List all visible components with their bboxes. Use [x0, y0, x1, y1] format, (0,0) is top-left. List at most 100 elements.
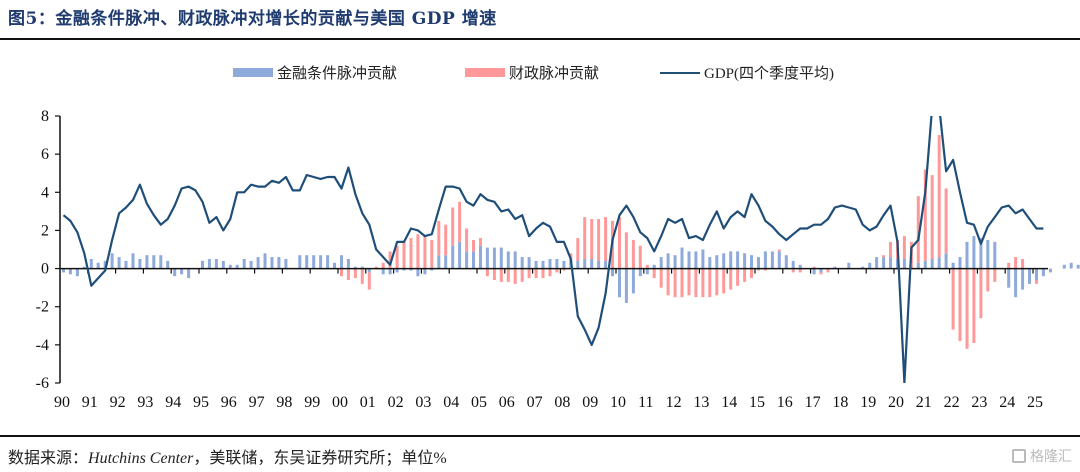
- bar-financial: [159, 255, 163, 269]
- bar-financial: [214, 259, 218, 269]
- bar-financial: [298, 255, 302, 269]
- bar-financial: [631, 268, 635, 294]
- bar-financial: [360, 266, 364, 269]
- bar-financial: [916, 262, 920, 269]
- bar-fiscal: [986, 268, 990, 292]
- bar-fiscal: [576, 238, 580, 261]
- x-tick-label: 99: [304, 394, 320, 411]
- x-tick-label: 05: [471, 394, 487, 411]
- bar-financial: [270, 257, 274, 269]
- bar-fiscal: [972, 268, 976, 343]
- bar-financial: [659, 257, 663, 269]
- bar-fiscal: [437, 220, 441, 256]
- bar-fiscal: [618, 217, 621, 269]
- source-note: 数据来源：Hutchins Center，美联储，东吴证券研究所；单位%: [8, 444, 447, 468]
- bar-financial: [451, 245, 455, 269]
- bar-fiscal: [360, 268, 364, 284]
- bar-financial: [409, 268, 413, 271]
- bar-fiscal: [944, 188, 948, 254]
- x-tick-label: 03: [415, 394, 431, 411]
- bar-financial: [402, 268, 406, 271]
- bar-fiscal: [520, 268, 524, 282]
- bar-financial: [166, 260, 170, 269]
- legend-label-fiscal: 财政脉冲贡献: [509, 66, 600, 82]
- y-tick-label: -6: [36, 375, 49, 392]
- bar-financial: [201, 260, 204, 269]
- bar-fiscal: [485, 268, 489, 277]
- bar-fiscal: [381, 262, 385, 269]
- x-tick-label: 16: [777, 394, 793, 411]
- bar-fiscal: [499, 268, 503, 282]
- bar-fiscal: [367, 272, 371, 290]
- bar-fiscal: [958, 268, 962, 342]
- bar-fiscal: [743, 268, 747, 282]
- bar-financial: [993, 241, 997, 269]
- x-tick-label: 91: [82, 394, 98, 411]
- watermark-text: 格隆汇: [1030, 449, 1072, 465]
- bar-financial: [430, 268, 434, 271]
- bar-financial: [701, 249, 705, 269]
- bar-financial: [437, 255, 441, 269]
- bar-fiscal: [444, 224, 448, 256]
- x-tick-label: 04: [443, 394, 459, 411]
- bar-financial: [715, 255, 719, 269]
- bar-financial: [68, 268, 72, 275]
- bar-financial: [666, 253, 670, 269]
- bar-financial: [479, 245, 482, 269]
- bar-financial: [117, 257, 121, 269]
- bar-financial: [624, 268, 628, 303]
- bar-financial: [388, 268, 392, 275]
- x-tick-label: 93: [137, 394, 153, 411]
- bar-fiscal: [604, 217, 608, 261]
- bar-fiscal: [374, 266, 378, 269]
- bar-financial: [958, 257, 962, 269]
- bar-financial: [979, 238, 983, 269]
- bar-fiscal: [1021, 259, 1025, 269]
- bar-fiscal: [590, 219, 594, 259]
- bar-financial: [757, 257, 760, 269]
- bar-fiscal: [708, 268, 712, 298]
- bar-financial: [868, 262, 872, 269]
- x-tick-label: 94: [165, 394, 181, 411]
- bar-financial: [604, 260, 608, 269]
- bar-financial: [228, 264, 232, 269]
- bar-financial: [89, 259, 93, 269]
- x-tick-label: 95: [193, 394, 209, 411]
- bar-fiscal: [763, 268, 767, 271]
- x-tick-label: 97: [249, 394, 265, 411]
- bar-financial: [110, 253, 114, 269]
- bar-financial: [277, 257, 281, 269]
- legend-swatch-financial: [233, 68, 273, 77]
- x-tick-label: 01: [360, 394, 376, 411]
- bar-financial: [381, 268, 385, 275]
- bar-financial: [951, 262, 955, 269]
- x-tick-label: 21: [916, 394, 932, 411]
- bar-financial: [312, 255, 316, 269]
- bar-financial: [96, 262, 100, 269]
- bar-fiscal: [645, 264, 649, 269]
- bar-fiscal: [638, 245, 642, 269]
- bar-fiscal: [979, 268, 983, 319]
- bar-financial: [861, 266, 865, 269]
- bar-financial: [944, 253, 948, 269]
- bar-financial: [597, 260, 601, 269]
- bar-financial: [367, 268, 371, 273]
- bar-fiscal: [826, 268, 830, 273]
- bar-financial: [694, 251, 698, 269]
- bar-financial: [416, 268, 420, 277]
- x-tick-label: 24: [999, 394, 1015, 411]
- bar-fiscal: [458, 201, 462, 242]
- bar-financial: [138, 259, 142, 269]
- bar-financial: [1021, 268, 1025, 290]
- bar-fiscal: [402, 241, 406, 269]
- bar-financial: [986, 240, 990, 269]
- bar-fiscal: [513, 268, 517, 284]
- bar-financial: [638, 268, 642, 277]
- bar-fiscal: [930, 175, 934, 259]
- bar-financial: [743, 253, 747, 269]
- bar-fiscal: [722, 268, 726, 294]
- bar-financial: [1007, 268, 1011, 288]
- bar-financial: [1041, 268, 1045, 277]
- bar-financial: [492, 247, 496, 269]
- bar-fiscal: [666, 268, 670, 296]
